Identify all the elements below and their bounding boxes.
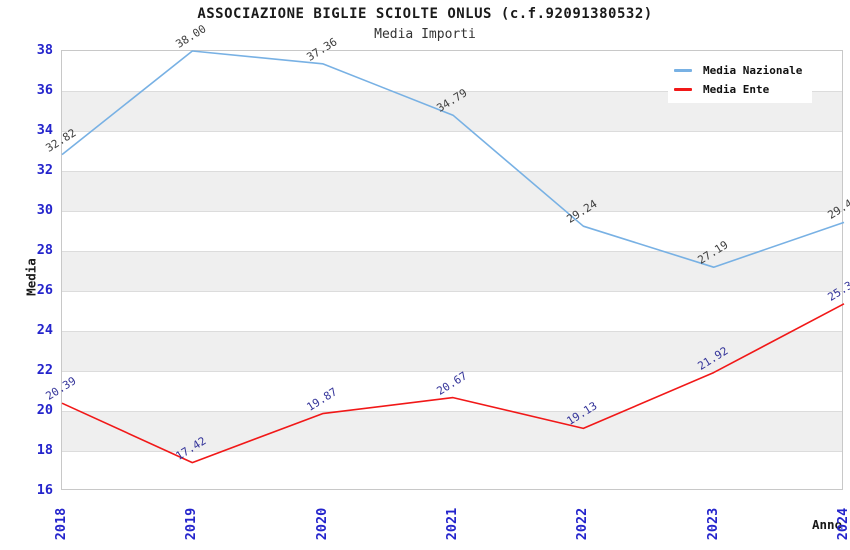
x-tick-label: 2019: [183, 507, 200, 541]
y-tick-label: 20: [36, 402, 53, 418]
series-line-media-ente: [61, 303, 845, 464]
legend-item-media-ente: Media Ente: [674, 80, 812, 99]
y-tick-label: 22: [36, 362, 53, 378]
plot-band: [62, 411, 842, 451]
plot-band: [62, 251, 842, 291]
y-tick-label: 28: [36, 242, 53, 258]
y-tick-label: 18: [36, 442, 53, 458]
x-axis-title: Anno: [812, 517, 843, 532]
plot-band: [62, 171, 842, 211]
y-tick-label: 30: [36, 202, 53, 218]
gridline: [62, 131, 842, 132]
y-tick-label: 38: [36, 42, 53, 58]
gridline: [62, 411, 842, 412]
legend: Media Nazionale Media Ente: [668, 57, 812, 103]
legend-label: Media Nazionale: [703, 64, 803, 77]
y-axis-title: Media: [23, 258, 39, 296]
legend-label: Media Ente: [703, 83, 770, 96]
gridline: [62, 251, 842, 252]
plot-area: [61, 50, 845, 490]
gridline: [62, 91, 842, 92]
gridline: [62, 451, 842, 452]
legend-swatch-red-line-icon: [674, 88, 692, 91]
plot-band: [62, 331, 842, 371]
x-tick-label: 2018: [53, 507, 69, 541]
x-tick-label: 2020: [313, 507, 330, 541]
legend-swatch-blue-line-icon: [674, 69, 692, 72]
y-tick-label: 26: [36, 282, 53, 298]
chart-title: ASSOCIAZIONE BIGLIE SCIOLTE ONLUS (c.f.9…: [197, 6, 653, 22]
chart-subtitle: Media Importi: [374, 27, 476, 42]
y-tick-label: 16: [36, 482, 53, 498]
x-tick-label: 2024: [835, 507, 850, 541]
y-tick-label: 34: [36, 122, 53, 138]
gridline: [62, 211, 842, 212]
y-tick-label: 36: [36, 82, 53, 98]
x-tick-label: 2021: [444, 507, 460, 541]
x-tick-label: 2023: [704, 507, 721, 541]
y-tick-label: 24: [36, 322, 53, 338]
gridline: [62, 371, 842, 372]
series-lines: [61, 50, 845, 464]
x-tick-label: 2022: [574, 507, 591, 541]
y-tick-label: 32: [36, 162, 53, 178]
gridline: [62, 331, 842, 332]
legend-item-media-nazionale: Media Nazionale: [674, 61, 812, 80]
series-line-media-nazionale: [61, 50, 845, 268]
gridline: [62, 291, 842, 292]
gridline: [62, 171, 842, 172]
